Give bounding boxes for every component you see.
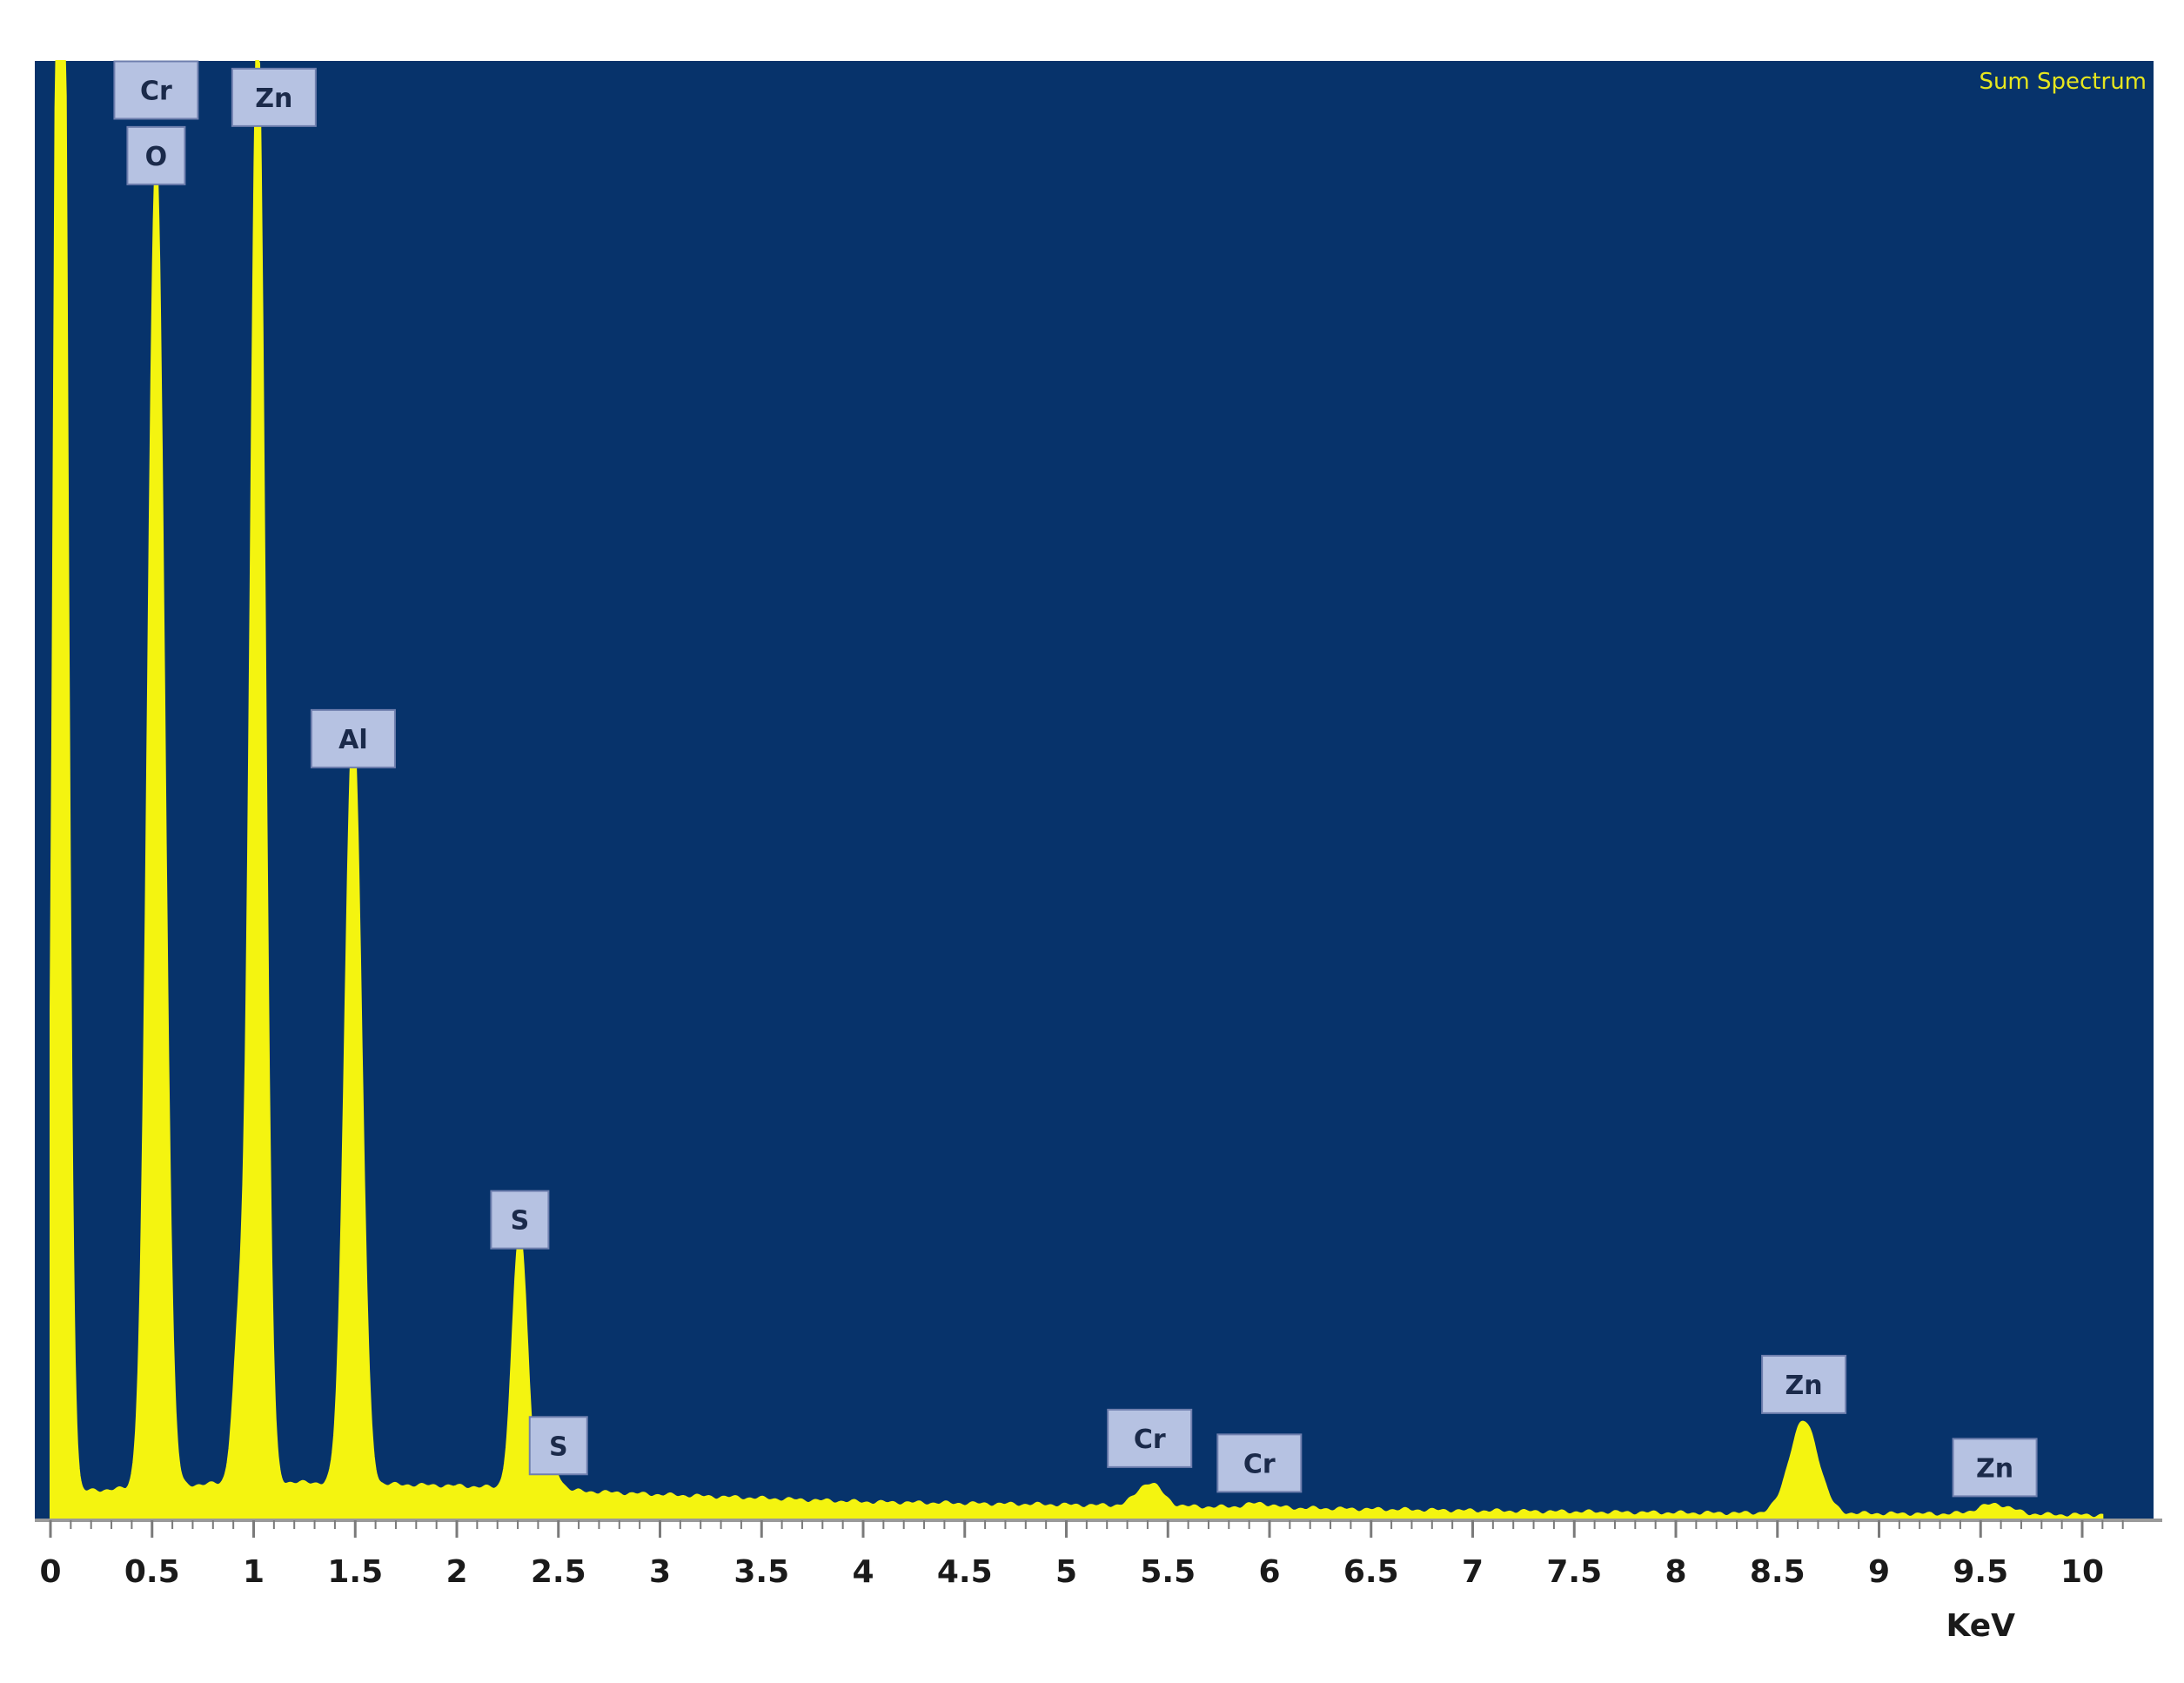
- x-tick-label: 1: [243, 1554, 265, 1590]
- peak-label-zn: Zn: [1952, 1438, 2038, 1498]
- x-tick-label: 7.5: [1546, 1554, 1602, 1590]
- svg-text:S: S: [549, 1432, 568, 1462]
- x-tick-label: 2: [446, 1554, 467, 1590]
- spectrum-curve: [50, 60, 2104, 1519]
- peak-label-zn: Zn: [231, 67, 317, 127]
- svg-text:Zn: Zn: [1785, 1371, 1823, 1401]
- x-tick-label: 6.5: [1343, 1554, 1399, 1590]
- x-tick-label: 3: [649, 1554, 671, 1590]
- spectrum-layer: [50, 60, 2104, 1519]
- svg-text:Cr: Cr: [1134, 1425, 1166, 1455]
- x-tick-label: 9.5: [1953, 1554, 2008, 1590]
- peak-label-o: O: [126, 125, 186, 185]
- peak-label-cr: Cr: [113, 60, 199, 120]
- peak-label-cr: Cr: [1216, 1433, 1303, 1493]
- peak-label-cr: Cr: [1107, 1408, 1193, 1468]
- svg-text:O: O: [145, 142, 168, 172]
- x-tick-label: 9: [1868, 1554, 1890, 1590]
- x-tick-label: 3.5: [734, 1554, 789, 1590]
- peak-label-zn: Zn: [1761, 1354, 1847, 1414]
- x-tick-label: 8: [1665, 1554, 1686, 1590]
- x-tick-label: 5: [1055, 1554, 1077, 1590]
- x-axis-ticks: 0 0.5 1 1.5 2 2.5 3 3.5 4 4.5 5 5.5 6 6.5 7 7.5 8 8.5 9 9.5…: [39, 1520, 2124, 1590]
- svg-text:Cr: Cr: [1243, 1449, 1276, 1479]
- x-tick-label: 8.5: [1750, 1554, 1805, 1590]
- peak-labels: Cr O Zn Al S S Cr Cr Zn Zn: [113, 60, 2038, 1498]
- x-tick-label: 7: [1462, 1554, 1484, 1590]
- peak-label-s: S: [490, 1190, 550, 1250]
- svg-text:Al: Al: [338, 725, 368, 755]
- plot-area: [35, 61, 2154, 1519]
- x-tick-label: 0: [39, 1554, 61, 1590]
- x-tick-label: 10: [2060, 1554, 2104, 1590]
- x-tick-label: 2.5: [531, 1554, 586, 1590]
- svg-text:Cr: Cr: [140, 77, 172, 107]
- peak-label-s: S: [528, 1416, 588, 1476]
- svg-text:S: S: [511, 1206, 530, 1237]
- legend-sum-spectrum: Sum Spectrum: [1979, 69, 2147, 95]
- x-tick-label: 0.5: [124, 1554, 180, 1590]
- svg-text:Zn: Zn: [255, 84, 292, 114]
- x-tick-label: 1.5: [327, 1554, 383, 1590]
- x-tick-label: 5.5: [1140, 1554, 1196, 1590]
- x-tick-label: 4.5: [937, 1554, 993, 1590]
- x-tick-label: 6: [1258, 1554, 1280, 1590]
- peak-label-al: Al: [310, 708, 396, 768]
- x-tick-label: 4: [852, 1554, 874, 1590]
- x-axis-label: KeV: [1946, 1608, 2015, 1644]
- svg-text:Zn: Zn: [1976, 1453, 2013, 1484]
